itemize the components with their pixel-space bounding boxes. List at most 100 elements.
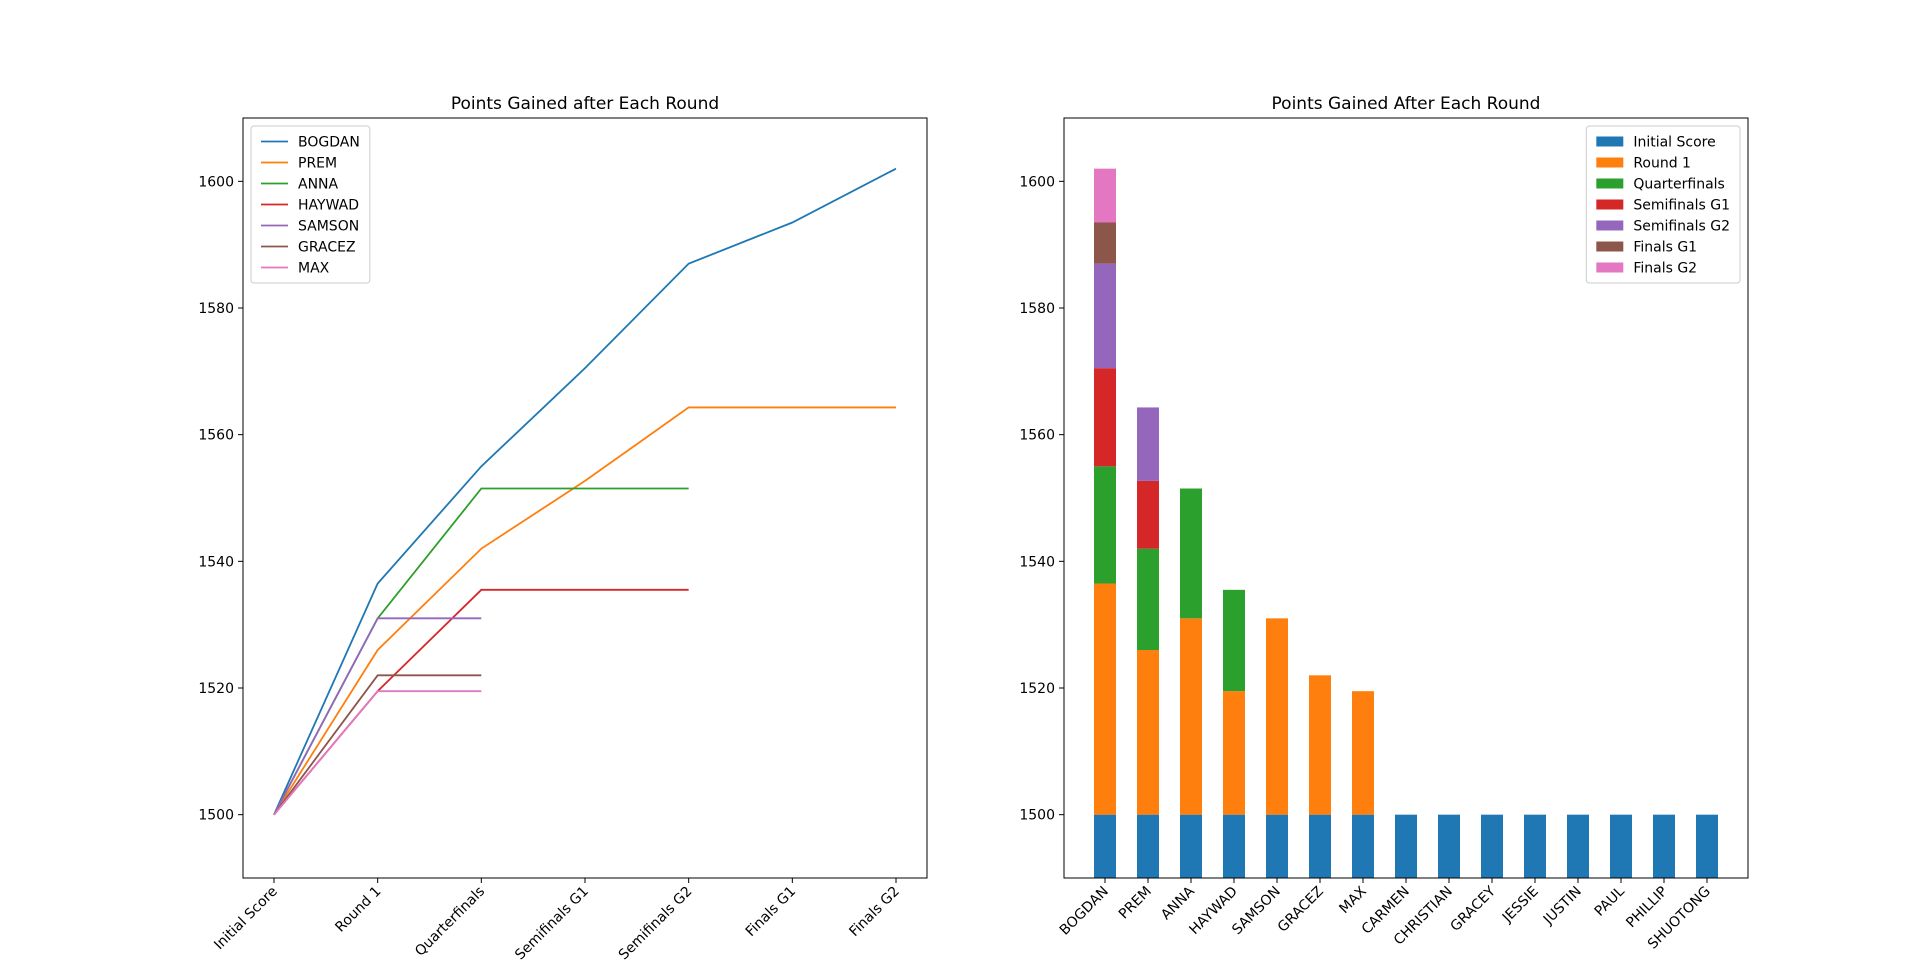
legend-label: Finals G2 xyxy=(1633,261,1697,277)
bar-segment xyxy=(1094,263,1116,369)
line xyxy=(273,690,482,816)
y-tick-label: 1520 xyxy=(1019,681,1055,697)
y-tick-label: 1580 xyxy=(1019,301,1055,317)
x-tick-label: MAX xyxy=(1336,883,1370,917)
legend-label: Round 1 xyxy=(1633,156,1691,172)
bar-segment xyxy=(1094,222,1116,264)
bar-segment xyxy=(1180,814,1202,878)
bar-segment xyxy=(1266,618,1288,815)
legend-label: ANNA xyxy=(298,177,339,193)
bar-segment xyxy=(1524,814,1546,878)
legend-frame xyxy=(250,125,371,284)
legend: BOGDAN PREM ANNA HAYWAD SAMSON GRACEZ MAX xyxy=(250,125,371,284)
legend-label: SAMSON xyxy=(298,219,359,235)
x-tick-label: Semifinals G2 xyxy=(616,884,696,964)
y-tick-label: 1560 xyxy=(198,428,234,444)
x-tick-label: Quarterfinals xyxy=(412,884,488,960)
line xyxy=(273,588,689,816)
x-tick-label: JESSIE xyxy=(1499,884,1542,927)
legend-swatch xyxy=(1596,157,1624,168)
bar-segment xyxy=(1137,548,1159,650)
bar-segment xyxy=(1696,814,1718,878)
legend-label: BOGDAN xyxy=(298,135,360,151)
x-tick-label: BOGDAN xyxy=(1057,884,1112,939)
bar-segment xyxy=(1610,814,1632,878)
bar-segment xyxy=(1352,814,1374,878)
legend: Initial Score Round 1 Quarterfinals Semifin… xyxy=(1585,125,1741,284)
bar-segment xyxy=(1438,814,1460,878)
bar-segment xyxy=(1266,814,1288,878)
legend-swatch xyxy=(1596,199,1624,210)
bar-segment xyxy=(1395,814,1417,878)
bar-segment xyxy=(1567,814,1589,878)
legend-label: Semifinals G1 xyxy=(1633,198,1730,214)
legend-label: Semifinals G2 xyxy=(1633,219,1730,235)
line xyxy=(273,674,482,816)
legend-label: Finals G1 xyxy=(1633,240,1697,256)
line xyxy=(273,406,896,816)
legend-swatch xyxy=(1596,241,1624,252)
bar-segment xyxy=(1137,407,1159,481)
x-tick-label: Semifinals G1 xyxy=(512,884,592,964)
x-tick-label: PAUL xyxy=(1592,883,1628,919)
y-tick-label: 1540 xyxy=(1019,554,1055,570)
x-tick-label: ANNA xyxy=(1158,883,1198,923)
line xyxy=(273,487,689,816)
legend-swatch xyxy=(1596,178,1624,189)
x-tick-label: Round 1 xyxy=(332,884,384,936)
plot-area xyxy=(273,167,897,816)
legend-label: GRACEZ xyxy=(298,240,356,256)
bar-segment xyxy=(1223,691,1245,815)
y-tick-label: 1500 xyxy=(198,808,234,824)
bar-segment xyxy=(1094,368,1116,467)
legend-label: HAYWAD xyxy=(298,198,359,214)
y-tick-label: 1580 xyxy=(198,301,234,317)
axes-frame xyxy=(242,117,928,879)
bar-segment xyxy=(1653,814,1675,878)
legend-label: Quarterfinals xyxy=(1633,177,1725,193)
legend-swatch xyxy=(1596,220,1624,231)
y-tick-label: 1600 xyxy=(1019,174,1055,190)
bar-segment xyxy=(1180,618,1202,815)
bar-segment xyxy=(1309,814,1331,878)
bar-segment xyxy=(1352,691,1374,815)
legend-label: PREM xyxy=(298,156,337,172)
x-tick-label: Finals G1 xyxy=(743,884,799,940)
x-tick-label: JUSTIN xyxy=(1540,884,1585,929)
bar-segment xyxy=(1094,168,1116,223)
y-tick-label: 1500 xyxy=(1019,808,1055,824)
chart-title: Points Gained After Each Round xyxy=(1272,94,1541,114)
plot-area xyxy=(1094,168,1718,878)
x-tick-label: PREM xyxy=(1116,884,1155,923)
legend-label: MAX xyxy=(298,261,330,277)
legend-swatch xyxy=(1596,262,1624,273)
chart-title: Points Gained after Each Round xyxy=(451,94,719,114)
y-tick-label: 1540 xyxy=(198,554,234,570)
bar-segment xyxy=(1223,814,1245,878)
bar-segment xyxy=(1094,583,1116,815)
y-tick-label: 1600 xyxy=(198,174,234,190)
axes-frame xyxy=(1063,117,1749,879)
bar-segment xyxy=(1094,466,1116,584)
y-tick-label: 1520 xyxy=(198,681,234,697)
x-tick-label: GRACEY xyxy=(1448,883,1500,935)
legend-frame xyxy=(1585,125,1741,284)
x-tick-label: Finals G2 xyxy=(846,884,902,940)
line xyxy=(273,167,897,816)
bar-segment xyxy=(1137,814,1159,878)
legend-swatch xyxy=(1596,136,1624,147)
bar-segment xyxy=(1223,589,1245,692)
legend-label: Initial Score xyxy=(1633,135,1715,151)
bar-segment xyxy=(1481,814,1503,878)
bar-segment xyxy=(1137,650,1159,815)
line xyxy=(273,617,482,816)
x-tick-label: GRACEZ xyxy=(1275,884,1327,936)
bar-segment xyxy=(1094,814,1116,878)
bar-segment xyxy=(1137,480,1159,549)
x-tick-label: Initial Score xyxy=(211,884,281,954)
bar-segment xyxy=(1180,488,1202,619)
y-tick-label: 1560 xyxy=(1019,428,1055,444)
bar-segment xyxy=(1309,675,1331,815)
